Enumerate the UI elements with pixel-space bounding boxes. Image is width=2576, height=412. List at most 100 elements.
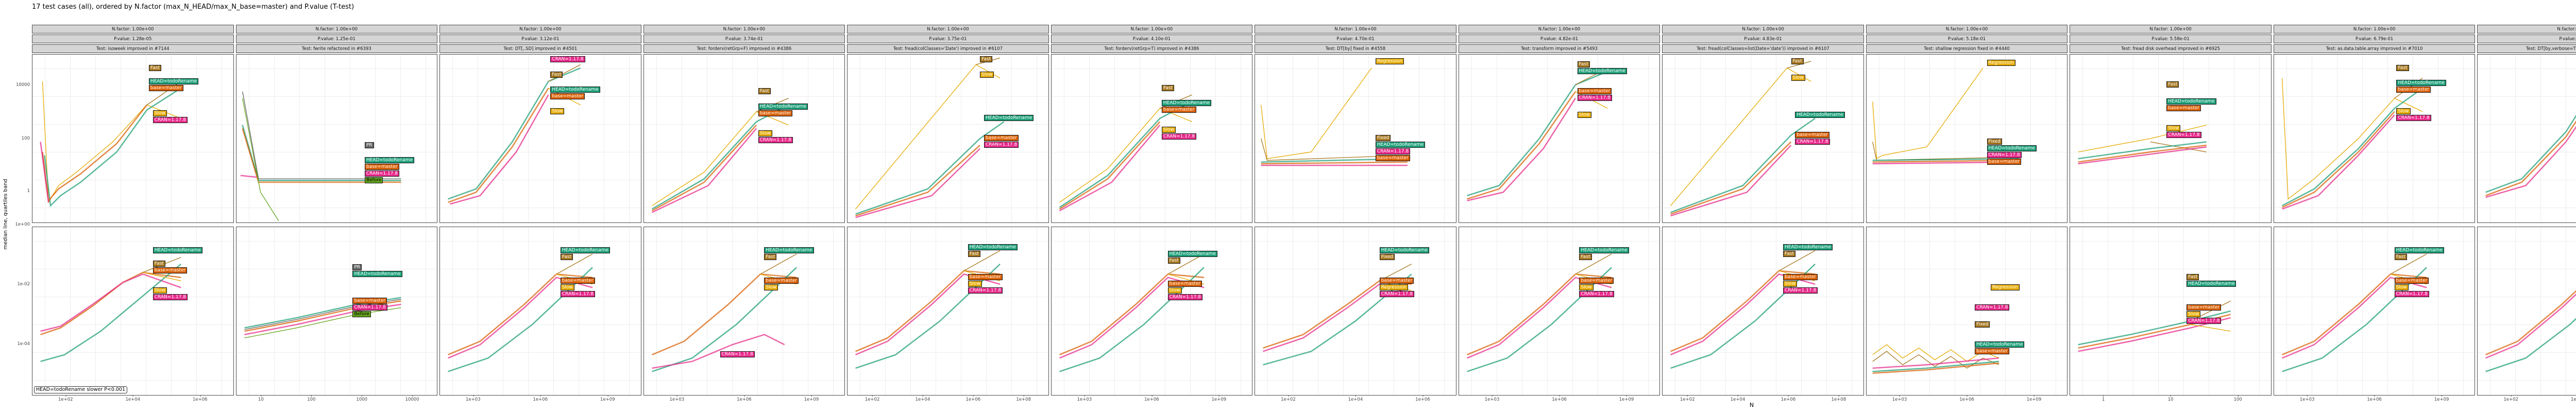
series-label-base: base=master xyxy=(148,84,183,91)
median-line-cran xyxy=(2282,115,2394,209)
series-label-stack: HEAD=todoRename base=master CRAN=1.17.8 Bef… xyxy=(364,157,415,183)
y-axis-label: median line, quartiles band xyxy=(3,179,9,250)
median-line-cran xyxy=(450,95,549,204)
series-label-cran: CRAN=1.17.8 xyxy=(968,287,1003,294)
series-label-stack: HEAD=todoRename base=master xyxy=(1975,341,2025,354)
median-line-cran xyxy=(1671,145,1791,216)
strip-p-value: P.value: 3.75e-01 xyxy=(847,35,1049,43)
median-line-cran xyxy=(240,176,256,177)
panel-bottom-facet-1: HEAD=todoRename Fast base=master Slow CRAN=1… xyxy=(32,227,234,396)
series-label-head: HEAD=todoRename xyxy=(2166,98,2216,105)
series-label-head: HEAD=todoRename xyxy=(1975,341,2025,348)
median-line-head xyxy=(1872,362,1998,372)
x-tick-label: 1e+08 xyxy=(1831,396,1846,402)
series-label-cran: CRAN=1.17.8 xyxy=(152,294,188,301)
facet-6: N.factor: 1.00e+00 P.value: 4.10e-01 Test:… xyxy=(1050,25,1253,404)
x-axis-ticks: 1e+02 1e+04 1e+06 1e+08 xyxy=(1662,396,1864,404)
series-label-stack: HEAD=todoRename Fixed xyxy=(1379,247,1429,261)
series-label-head: HEAD=todoRename xyxy=(550,86,600,93)
series-label-stack: Slow CRAN=1.17.8 xyxy=(1161,127,1197,140)
quartiles-band-head xyxy=(2486,267,2576,371)
series-label-stack: HEAD=todoRename Fast xyxy=(560,247,611,261)
series-label-fast: Fast xyxy=(1579,254,1592,261)
strip-n-factor: N.factor: 1.00e+00 xyxy=(1662,25,1864,33)
median-line-fast xyxy=(2391,254,2427,274)
strip-n-factor: N.factor: 1.00e+00 xyxy=(847,25,1049,33)
x-axis-ticks: 1e+03 1e+06 1e+09 xyxy=(439,396,641,404)
strip-n-factor: N.factor: 1.00e+00 xyxy=(1458,25,1660,33)
panel-lines xyxy=(440,55,641,222)
series-label-head: HEAD=todoRename xyxy=(2394,247,2444,254)
series-label-head: HEAD=todoRename xyxy=(968,244,1018,250)
series-label-base: base=master xyxy=(1161,107,1196,113)
median-line-head xyxy=(2486,267,2576,371)
series-label-stack: base=master Slow CRAN=1.17.8 xyxy=(2394,277,2429,297)
series-label-stack: HEAD=todoRename base=master xyxy=(2166,98,2216,111)
strip-p-value: P.value: 4.83e-01 xyxy=(1662,35,1864,43)
panel-bottom-facet-11: Fast HEAD=todoRename base=master Slow CRAN=1… xyxy=(2070,227,2272,396)
strip-p-value: P.value: 3.12e-01 xyxy=(439,35,641,43)
series-label-stack: base=master Slow CRAN=1.17.8 xyxy=(1167,281,1202,301)
series-label-fixed: Fixed xyxy=(1379,254,1395,261)
strip-n-factor: N.factor: 1.00e+00 xyxy=(643,25,845,33)
median-line-cran xyxy=(856,149,980,218)
panel-bottom-facet-10: Regression CRAN=1.17.8 Fixed HEAD=todoRenam… xyxy=(1866,227,2068,396)
median-line-fast xyxy=(1787,61,1811,68)
median-line-pr xyxy=(242,92,401,179)
quartiles-band-head xyxy=(1671,118,1815,213)
strip-test: Test: transform improved in #5493 xyxy=(1458,44,1660,53)
series-label-fast: Fast xyxy=(1783,250,1796,257)
median-line-fast xyxy=(1779,251,1815,271)
series-label-base: base=master xyxy=(1987,159,2022,165)
series-label-base: base=master xyxy=(758,110,793,116)
x-tick-label: 1e+02 xyxy=(2503,396,2518,402)
series-label-cran: CRAN=1.17.8 xyxy=(1167,294,1202,301)
series-label-stack: CRAN=1.17.8 xyxy=(550,56,585,63)
strip-p-value: P.value: 5.58e-01 xyxy=(2070,35,2272,43)
median-line-base xyxy=(448,274,592,354)
series-label-stack: HEAD=todoRename Fast xyxy=(1783,244,1833,257)
panel-caption: HEAD=todoRename slower P<0.001 xyxy=(34,386,128,393)
series-label-fast: Fast xyxy=(758,88,771,95)
facet-12: N.factor: 1.00e+00 P.value: 6.79e-01 Test:… xyxy=(2273,25,2476,404)
x-tick-label: 1000 xyxy=(356,396,368,402)
median-line-fast xyxy=(760,254,796,274)
median-line-slow xyxy=(2191,324,2231,331)
series-label-stack: Regression xyxy=(1375,58,1404,64)
panel-top-facet-5: Fast Slow HEAD=todoRename base=master CRAN=1… xyxy=(847,54,1049,223)
panel-bottom-facet-5: HEAD=todoRename Fast base=master Slow CRAN=1… xyxy=(847,227,1049,396)
panel-lines xyxy=(2070,55,2271,222)
series-label-head: HEAD=todoRename xyxy=(764,247,814,254)
series-label-slow: Slow xyxy=(550,108,565,115)
series-label-base: base=master xyxy=(2166,105,2201,111)
x-tick-label: 1e+06 xyxy=(1144,396,1159,402)
series-label-base: base=master xyxy=(2396,86,2431,93)
median-line-fast xyxy=(964,251,1000,271)
quartiles-band-cran xyxy=(2486,278,2576,358)
x-tick-label: 1e+06 xyxy=(737,396,752,402)
x-tick-label: 1e+03 xyxy=(669,396,685,402)
x-tick-label: 1e+06 xyxy=(192,396,208,402)
series-label-head: HEAD=todoRename xyxy=(1795,111,1845,118)
x-tick-label: 1e+09 xyxy=(2026,396,2042,402)
series-label-base: base=master xyxy=(1167,281,1202,287)
strip-test: Test: fwrite refactored in #6393 xyxy=(235,44,438,53)
strip-p-value: P.value: 6.82e-01 xyxy=(2477,35,2576,43)
series-label-slow: Slow xyxy=(2396,108,2411,115)
x-tick-label: 1e+09 xyxy=(2434,396,2449,402)
series-label-head: HEAD=todoRename xyxy=(352,270,402,277)
panel-lines xyxy=(2274,227,2475,395)
series-label-cran: CRAN=1.17.8 xyxy=(720,351,755,358)
series-label-regression: Regression xyxy=(1379,284,1408,290)
panel-lines xyxy=(2478,55,2576,222)
series-label-stack: Fast xyxy=(2396,64,2409,71)
median-line-fast xyxy=(556,254,592,274)
panel-lines xyxy=(1663,227,1863,395)
series-label-head: HEAD=todoRename xyxy=(1579,247,1629,254)
series-label-stack: HEAD=todoRename Fast xyxy=(1579,247,1629,261)
strip-test: Test: as.data.table.array improved in #7… xyxy=(2273,44,2476,53)
median-line-base xyxy=(2282,274,2426,354)
panel-top-facet-3: CRAN=1.17.8 Fast HEAD=todoRename base=maste… xyxy=(439,54,641,223)
x-axis-ticks: 10 100 1000 10000 xyxy=(236,396,438,404)
x-tick-label: 1e+03 xyxy=(1892,396,1907,402)
